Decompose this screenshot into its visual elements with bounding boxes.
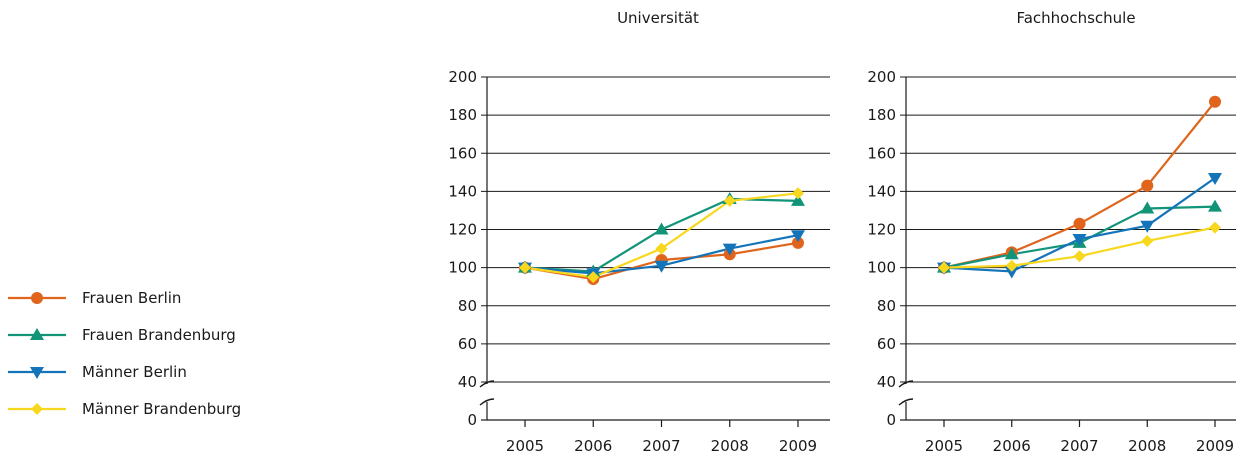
data-point-4	[1073, 250, 1086, 263]
x-tick-label: 2006	[574, 437, 612, 455]
y-tick-label: 80	[877, 297, 896, 315]
legend-label: Frauen Brandenburg	[82, 326, 236, 344]
data-point-4	[938, 261, 950, 274]
data-point-1	[1141, 179, 1154, 192]
axis-break-mark	[479, 398, 495, 406]
chart-panel-1: Universität 0 40 60 80 100 120 140 160 180 200 2005…	[448, 9, 830, 455]
data-point-4	[1209, 221, 1221, 234]
legend-item: Frauen Berlin	[8, 289, 181, 307]
legend-marker	[31, 292, 43, 304]
y-tick-label: 0	[886, 411, 896, 429]
y-tick-label: 160	[448, 144, 477, 162]
y-tick-label: 200	[448, 68, 477, 86]
y-tick-label: 200	[867, 68, 896, 86]
data-point-4	[587, 271, 600, 284]
data-point-3	[1140, 220, 1155, 233]
panel-title: Universität	[617, 9, 699, 27]
x-tick-label: 2007	[1060, 437, 1098, 455]
y-tick-label: 60	[877, 335, 896, 353]
y-tick-label: 160	[867, 144, 896, 162]
data-point-2	[1140, 201, 1155, 214]
data-point-4	[519, 261, 531, 274]
x-tick-label: 2008	[711, 437, 749, 455]
legend-marker	[31, 403, 43, 415]
x-tick-label: 2005	[506, 437, 544, 455]
data-point-2	[791, 193, 805, 206]
data-point-4	[1141, 234, 1154, 247]
data-point-3	[722, 243, 737, 256]
y-tick-label: 120	[867, 221, 896, 239]
legend: Frauen Berlin Frauen Brandenburg Männer Be…	[8, 289, 241, 418]
data-point-4	[723, 194, 736, 207]
y-tick-label: 40	[877, 373, 896, 391]
y-tick-label: 80	[458, 297, 477, 315]
legend-label: Frauen Berlin	[82, 289, 181, 307]
x-tick-label: 2009	[779, 437, 817, 455]
data-point-1	[792, 236, 804, 249]
legend-marker	[30, 328, 44, 340]
data-point-2	[1208, 199, 1222, 212]
legend-item: Männer Brandenburg	[8, 400, 241, 418]
data-point-2	[1004, 247, 1019, 260]
y-tick-label: 100	[867, 259, 896, 277]
y-tick-label: 180	[867, 106, 896, 124]
data-point-2	[654, 222, 669, 235]
data-point-4	[1005, 259, 1018, 272]
axis-break-mark	[898, 380, 914, 388]
y-tick-label: 140	[448, 182, 477, 200]
x-tick-label: 2009	[1196, 437, 1234, 455]
y-tick-label: 40	[458, 373, 477, 391]
data-point-3	[1208, 173, 1222, 186]
axis-break-mark	[898, 398, 914, 406]
y-tick-label: 100	[448, 259, 477, 277]
data-point-3	[791, 230, 805, 243]
panel-title: Fachhochschule	[1016, 9, 1135, 27]
x-tick-label: 2008	[1128, 437, 1166, 455]
legend-marker	[30, 367, 44, 379]
data-point-4	[655, 242, 668, 255]
y-tick-label: 140	[867, 182, 896, 200]
legend-item: Frauen Brandenburg	[8, 326, 236, 344]
x-tick-label: 2005	[925, 437, 963, 455]
y-tick-label: 120	[448, 221, 477, 239]
y-tick-label: 60	[458, 335, 477, 353]
data-point-4	[792, 187, 804, 200]
y-tick-label: 0	[467, 411, 477, 429]
data-point-3	[1072, 234, 1087, 247]
data-point-3	[654, 260, 669, 273]
axis-break-mark	[479, 380, 495, 388]
legend-label: Männer Berlin	[82, 363, 187, 381]
chart-panel-2: Fachhochschule 0 40 60 80 100 120 140 160 180 200 2…	[867, 9, 1236, 455]
data-point-1	[1073, 217, 1086, 230]
legend-label: Männer Brandenburg	[82, 400, 241, 418]
y-tick-label: 180	[448, 106, 477, 124]
data-point-1	[1209, 95, 1221, 108]
x-tick-label: 2006	[993, 437, 1031, 455]
x-tick-label: 2007	[642, 437, 680, 455]
data-point-3	[1004, 266, 1019, 279]
legend-item: Männer Berlin	[8, 363, 187, 381]
